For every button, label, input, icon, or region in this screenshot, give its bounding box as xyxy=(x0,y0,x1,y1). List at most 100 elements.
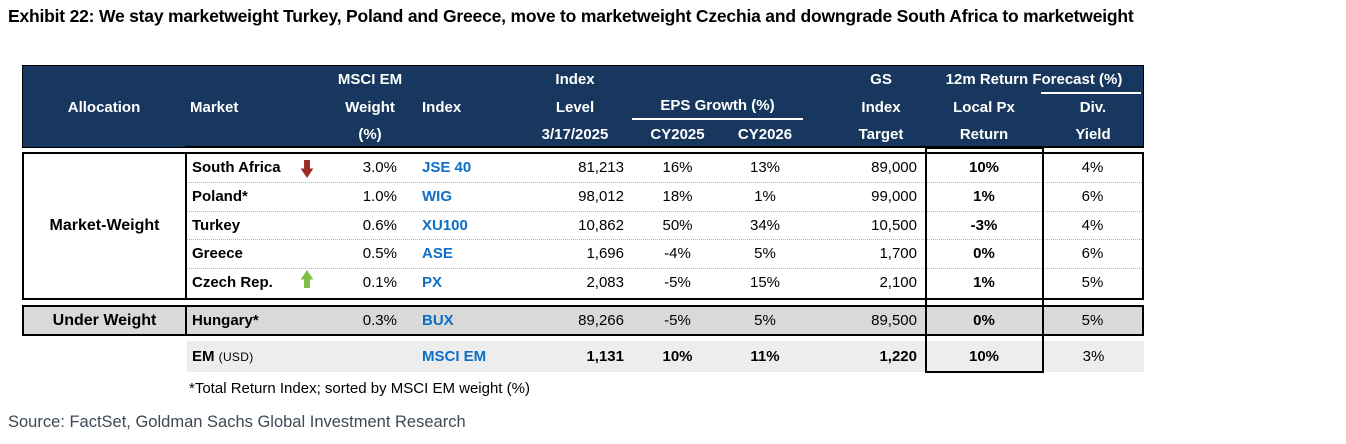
index-name-cell: ASE xyxy=(422,245,453,263)
header-index: Index xyxy=(422,98,462,116)
div-yield-cell: 4% xyxy=(1081,159,1104,176)
market-cell: Turkey xyxy=(187,212,335,241)
header-gs-index: Index xyxy=(861,98,901,116)
market-cell: Hungary* xyxy=(187,307,335,334)
msci-weight-cell: 0.6% xyxy=(362,216,397,234)
eps-cy2026-cell: 5% xyxy=(754,245,776,263)
header-local-px: Local Px xyxy=(953,98,1015,116)
header-div: Div. xyxy=(1079,98,1107,116)
table-header: Allocation Market MSCI EM Weight (%) Ind… xyxy=(22,65,1144,148)
msci-weight-cell: 0.3% xyxy=(362,312,397,329)
div-yield-cell: 6% xyxy=(1081,245,1104,263)
local-px-return-cell: 1% xyxy=(973,274,995,292)
gs-index-target-cell: 89,000 xyxy=(871,159,917,176)
msci-weight-cell: 3.0% xyxy=(362,159,397,176)
local-px-return-cell: 10% xyxy=(968,159,1000,176)
allocation-label-under-weight: Under Weight xyxy=(24,307,187,334)
footnote: *Total Return Index; sorted by MSCI EM w… xyxy=(189,380,530,397)
header-div-yield: Yield xyxy=(1075,125,1111,143)
market-cell: Czech Rep. xyxy=(187,269,335,298)
header-index-level-1: Index xyxy=(555,71,595,88)
eps-cy2026-cell: 13% xyxy=(749,159,781,176)
gs-index-target-cell: 1,700 xyxy=(879,245,917,263)
msci-weight-cell: 0.5% xyxy=(362,245,397,263)
eps-cy2026-cell: 15% xyxy=(749,274,781,292)
index-name-cell: WIG xyxy=(422,187,452,205)
allocation-change-arrow xyxy=(300,269,316,297)
em-label: EM xyxy=(192,348,215,365)
header-12m-return-forecast: 12m Return Forecast (%) xyxy=(945,71,1123,88)
header-index-level-date: 3/17/2025 xyxy=(541,125,609,143)
header-allocation: Allocation xyxy=(67,98,141,116)
header-bottom-rule xyxy=(185,145,1144,148)
market-cell: Greece xyxy=(187,240,335,269)
market-cell: South Africa xyxy=(187,154,335,183)
allocation-label-market-weight: Market-Weight xyxy=(24,154,187,298)
header-msci-em: MSCI EM xyxy=(337,71,403,88)
gs-index-target-cell: 89,500 xyxy=(871,312,917,329)
market-cell: EM (USD) xyxy=(187,341,335,373)
eps-cy2025-cell: -5% xyxy=(664,312,691,329)
market-cell: Poland* xyxy=(187,183,335,212)
downgrade-arrow-icon xyxy=(300,160,314,178)
index-name-cell: PX xyxy=(422,274,443,292)
header-eps-growth-group: EPS Growth (%) xyxy=(630,93,805,121)
index-name-cell: MSCI EM xyxy=(422,348,487,365)
eps-cy2026-cell: 5% xyxy=(754,312,776,329)
div-yield-cell: 4% xyxy=(1081,216,1104,234)
local-px-return-cell: 0% xyxy=(973,245,995,263)
msci-weight-cell: 0.1% xyxy=(362,274,397,292)
allocation-change-arrow xyxy=(300,212,316,240)
div-yield-cell: 5% xyxy=(1081,274,1104,292)
div-yield-cell: 5% xyxy=(1081,312,1104,329)
gs-index-target-cell: 2,100 xyxy=(879,274,917,292)
index-level-cell: 10,862 xyxy=(578,216,624,234)
table-row-em-usd: EM (USD) MSCI EM 1,131 10% 11% 1,220 10%… xyxy=(187,341,1144,372)
local-px-return-cell: 10% xyxy=(968,348,1000,365)
market-name: South Africa xyxy=(192,159,281,176)
market-name: Czech Rep. xyxy=(192,274,273,292)
index-level-cell: 89,266 xyxy=(578,312,624,329)
exhibit-title: Exhibit 22: We stay marketweight Turkey,… xyxy=(8,6,1134,26)
table-row-turkey: Turkey 0.6% XU100 10,862 50% 34% 10,500 … xyxy=(187,212,1142,241)
gs-index-target-cell: 10,500 xyxy=(871,216,917,234)
source-attribution: Source: FactSet, Goldman Sachs Global In… xyxy=(8,413,466,431)
local-px-return-cell: 1% xyxy=(973,187,995,205)
forecast-underline xyxy=(1041,92,1141,94)
index-name-cell: BUX xyxy=(422,312,454,329)
eps-cy2025-cell: 16% xyxy=(662,159,693,176)
allocation-change-arrow xyxy=(300,183,316,211)
market-weight-block: Market-Weight South Africa 3.0% JSE 40 8… xyxy=(22,152,1144,300)
index-level-cell: 2,083 xyxy=(586,274,624,292)
div-yield-cell: 3% xyxy=(1082,348,1105,365)
eps-cy2026-cell: 1% xyxy=(754,187,776,205)
gs-index-target-cell: 1,220 xyxy=(879,348,917,365)
allocation-change-arrow xyxy=(300,240,316,268)
upgrade-arrow-icon xyxy=(300,270,314,289)
table-row-greece: Greece 0.5% ASE 1,696 -4% 5% 1,700 0% 6% xyxy=(187,240,1142,270)
allocation-change-arrow xyxy=(300,154,316,182)
under-weight-block: Under Weight Hungary* 0.3% BUX 89,266 -5… xyxy=(22,305,1144,336)
local-px-return-cell: 0% xyxy=(973,312,995,329)
header-market: Market xyxy=(190,98,239,116)
header-weight-pct: (%) xyxy=(358,125,382,143)
header-weight: Weight xyxy=(345,98,395,116)
index-level-cell: 81,213 xyxy=(578,159,624,176)
eps-cy2026-cell: 34% xyxy=(749,216,781,234)
msci-weight-cell xyxy=(335,341,405,373)
gs-index-target-cell: 99,000 xyxy=(871,187,917,205)
eps-cy2025-cell: -4% xyxy=(664,245,691,263)
eps-cy2025-cell: 18% xyxy=(662,187,693,205)
index-name-cell: XU100 xyxy=(422,216,468,234)
index-level-cell: 98,012 xyxy=(578,187,624,205)
eps-cy2025-cell: 50% xyxy=(662,216,693,234)
table-row-poland: Poland* 1.0% WIG 98,012 18% 1% 99,000 1%… xyxy=(187,183,1142,212)
market-name: Greece xyxy=(192,245,243,263)
header-local-px-return: Return xyxy=(959,125,1009,143)
table-row-hungary: Hungary* 0.3% BUX 89,266 -5% 5% 89,500 0… xyxy=(187,307,1142,334)
header-gs-target: Target xyxy=(858,125,904,143)
em-currency-suffix: (USD) xyxy=(218,350,254,364)
index-level-cell: 1,131 xyxy=(586,348,624,365)
div-yield-cell: 6% xyxy=(1081,187,1104,205)
header-gs: GS xyxy=(870,71,892,88)
